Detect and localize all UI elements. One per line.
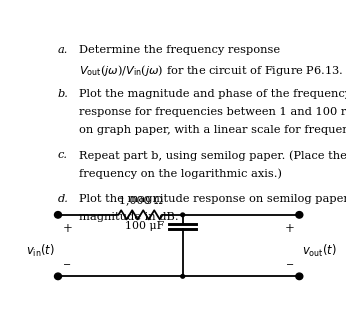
Text: c.: c. xyxy=(58,150,68,160)
Text: a.: a. xyxy=(58,45,69,55)
Text: response for frequencies between 1 and 100 rad/s: response for frequencies between 1 and 1… xyxy=(80,107,346,117)
Text: Plot the magnitude and phase of the frequency: Plot the magnitude and phase of the freq… xyxy=(80,89,346,99)
Text: −: − xyxy=(286,260,294,270)
Text: 1,000 Ω: 1,000 Ω xyxy=(119,195,162,205)
Circle shape xyxy=(181,274,185,278)
Text: Plot the magnitude response on semilog paper with: Plot the magnitude response on semilog p… xyxy=(80,194,346,204)
Text: 100 μF: 100 μF xyxy=(125,221,164,231)
Text: magnitude in dB.: magnitude in dB. xyxy=(80,212,179,222)
Text: Determine the frequency response: Determine the frequency response xyxy=(80,45,281,55)
Text: $v_{\mathrm{in}}$$(t)$: $v_{\mathrm{in}}$$(t)$ xyxy=(26,243,55,259)
Circle shape xyxy=(55,273,62,280)
Text: +: + xyxy=(63,222,73,235)
Text: $V_{\mathrm{out}}$($j\omega$)/$V_{\mathrm{in}}$($j\omega$) for the circuit of Fi: $V_{\mathrm{out}}$($j\omega$)/$V_{\mathr… xyxy=(80,64,344,79)
Circle shape xyxy=(296,273,303,280)
Text: b.: b. xyxy=(58,89,69,99)
Text: +: + xyxy=(285,222,294,235)
Text: −: − xyxy=(63,260,71,270)
Text: d.: d. xyxy=(58,194,69,204)
Text: on graph paper, with a linear scale for frequency.: on graph paper, with a linear scale for … xyxy=(80,125,346,135)
Circle shape xyxy=(181,213,185,217)
Text: Repeat part b, using semilog paper. (Place the: Repeat part b, using semilog paper. (Pla… xyxy=(80,150,346,161)
Circle shape xyxy=(296,212,303,218)
Circle shape xyxy=(55,212,62,218)
Text: frequency on the logarithmic axis.): frequency on the logarithmic axis.) xyxy=(80,168,282,179)
Text: $v_{\mathrm{out}}$$(t)$: $v_{\mathrm{out}}$$(t)$ xyxy=(302,243,337,259)
